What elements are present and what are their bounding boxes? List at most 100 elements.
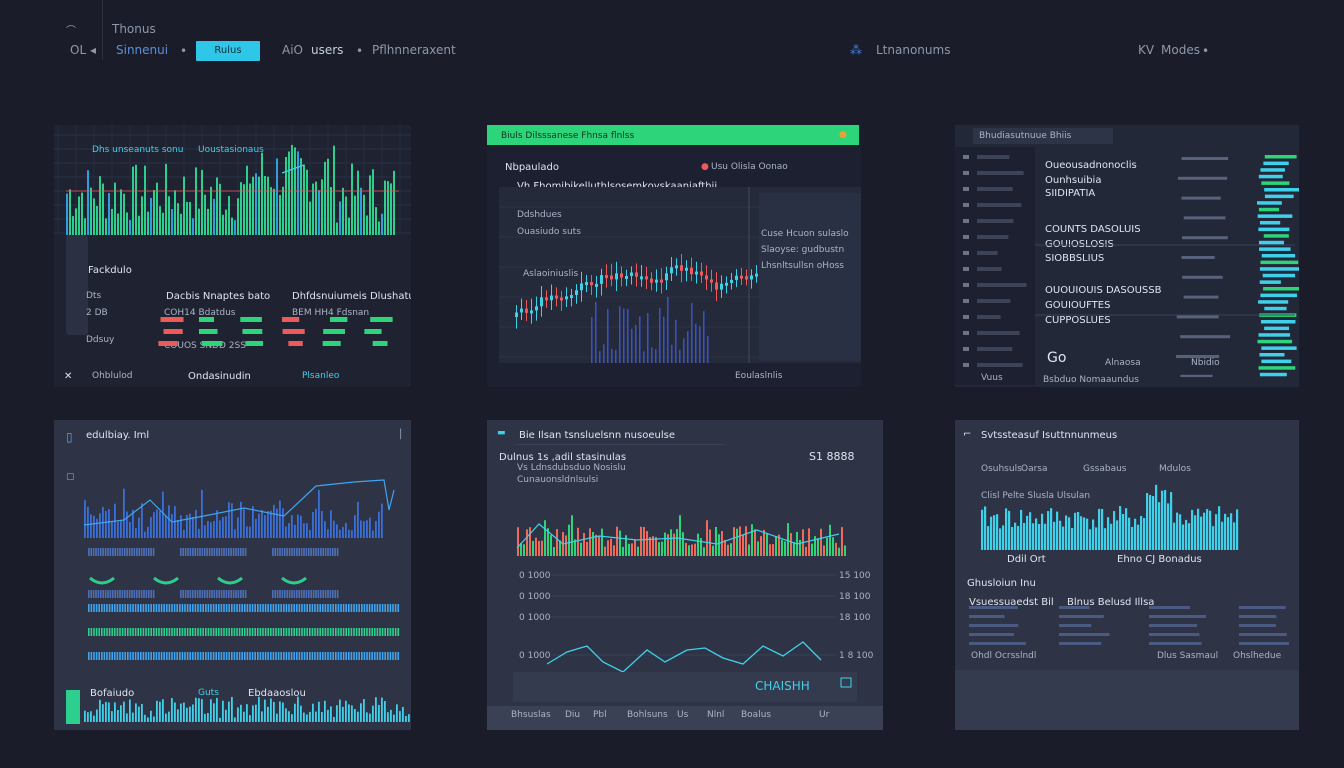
pattern-bar — [173, 604, 176, 612]
pattern-bar — [119, 652, 121, 660]
footer-go[interactable]: Go — [1047, 350, 1067, 366]
pattern-bar — [327, 628, 329, 636]
footer-label-b[interactable]: Ondasinudin — [188, 371, 251, 382]
candle-body — [700, 271, 703, 276]
top-bar: Thonus ⌒ OL ◂ Sinnenui • Rulus AiO users… — [0, 0, 1344, 80]
volume-bar — [306, 714, 308, 722]
volume-bar — [210, 522, 212, 538]
volume-bar — [150, 517, 152, 538]
candle-bar — [688, 545, 690, 556]
footer-3[interactable]: Pbl — [593, 710, 607, 720]
footer-7[interactable]: Boalus — [741, 710, 772, 720]
order-value — [1259, 280, 1281, 284]
row-c-3: CUPPOSLUES — [1045, 315, 1111, 326]
volume-bar — [120, 519, 122, 538]
pattern-bar — [244, 590, 247, 598]
pattern-bar — [194, 628, 197, 636]
pattern-bar — [171, 628, 173, 636]
pattern-bar — [236, 604, 238, 612]
close-icon[interactable]: ✕ — [64, 371, 73, 382]
volume-bar — [267, 511, 269, 538]
pattern-bar — [150, 548, 152, 556]
histogram-bar — [1059, 520, 1062, 550]
pattern-bar — [233, 604, 236, 612]
candle-body — [690, 267, 693, 275]
histogram-bar — [1143, 517, 1146, 550]
histogram-bar — [1017, 525, 1020, 550]
pattern-bar — [228, 548, 230, 556]
footer-2[interactable]: Diu — [565, 710, 581, 720]
pattern-bar — [332, 652, 334, 660]
expand-icon[interactable]: │ — [398, 430, 404, 440]
pattern-bar — [132, 652, 134, 660]
right-modes[interactable]: Modes — [1161, 43, 1200, 57]
volume-bar — [372, 169, 374, 235]
volume-bar — [387, 712, 389, 722]
volume-bar — [186, 514, 188, 538]
volume-bar — [315, 711, 317, 722]
pattern-bar — [235, 548, 237, 556]
volume-bar — [222, 700, 224, 722]
side-toolbar[interactable] — [66, 235, 88, 335]
candle-body — [605, 275, 608, 279]
pattern-bar — [148, 548, 150, 556]
footer-label-c[interactable]: Plsanleo — [302, 371, 340, 381]
pattern-bar — [228, 652, 230, 660]
pattern-bar — [291, 590, 293, 598]
pattern-bar — [121, 548, 124, 556]
volume-bar — [264, 699, 266, 722]
footer-label-a[interactable]: Ohblulod — [92, 371, 133, 381]
pattern-bar — [279, 548, 281, 556]
nav-aio[interactable]: AiO — [282, 43, 303, 57]
pattern-bar — [147, 604, 150, 612]
footer-4[interactable]: Bohlsuns — [627, 710, 668, 720]
back-icon: ◂ — [90, 43, 97, 57]
right-kv[interactable]: KV — [1138, 43, 1155, 57]
pattern-bar — [286, 548, 288, 556]
footer-1[interactable]: Bhsuslas — [511, 710, 551, 720]
center-badge[interactable]: Ltnanonums — [876, 43, 951, 57]
nav-performance[interactable]: Pflhnneraxent — [372, 43, 456, 57]
candle-bar — [766, 533, 768, 556]
legend-b: Guts — [198, 688, 219, 698]
panel-title: Bie Ilsan tsnsluelsnn nusoeulse — [519, 430, 675, 441]
candle-bar — [814, 536, 816, 556]
pattern-bar — [131, 548, 133, 556]
pattern-bar — [220, 604, 223, 612]
pattern-bar — [207, 652, 210, 660]
panel-volume-analysis: ▯ edulbiay. Iml │ ▢ Bofaiudo Guts Ebdaao… — [54, 420, 411, 730]
volume-bar — [396, 704, 398, 722]
order-value — [1264, 188, 1299, 192]
histogram-bar — [1137, 524, 1140, 550]
pattern-bar — [95, 604, 98, 612]
list-item-bar — [977, 315, 1001, 319]
tab-label[interactable]: Bhudiasutnuue Bhiis — [979, 131, 1072, 141]
volume-bar — [138, 215, 140, 235]
table-value-mark — [969, 624, 1019, 627]
tab-active[interactable]: Rulus — [196, 41, 260, 61]
pattern-bar — [124, 590, 126, 598]
footer-5[interactable]: Us — [677, 710, 689, 720]
nav-search[interactable]: Sinnenui — [116, 43, 169, 57]
volume-bar — [381, 697, 383, 722]
candle-bar — [685, 542, 687, 556]
volume-bar — [315, 508, 317, 538]
volume-bar — [174, 190, 176, 235]
pattern-bar — [184, 590, 187, 598]
pattern-bar — [251, 604, 254, 612]
candle-body — [555, 295, 558, 299]
footer-6[interactable]: Nlnl — [707, 710, 725, 720]
volume-bar — [390, 709, 392, 722]
histogram-bar — [1104, 528, 1107, 550]
pattern-bar — [312, 590, 315, 598]
tab-strip[interactable] — [973, 128, 1113, 144]
footer-8[interactable]: Ur — [819, 710, 830, 720]
volume-bar — [237, 707, 239, 722]
nav-users[interactable]: users — [311, 43, 344, 57]
candle-bar — [613, 545, 615, 556]
pattern-bar — [324, 652, 327, 660]
pattern-bar — [218, 652, 220, 660]
pattern-bar — [290, 652, 293, 660]
volume-bar — [162, 212, 164, 235]
candle-bar — [661, 541, 663, 556]
